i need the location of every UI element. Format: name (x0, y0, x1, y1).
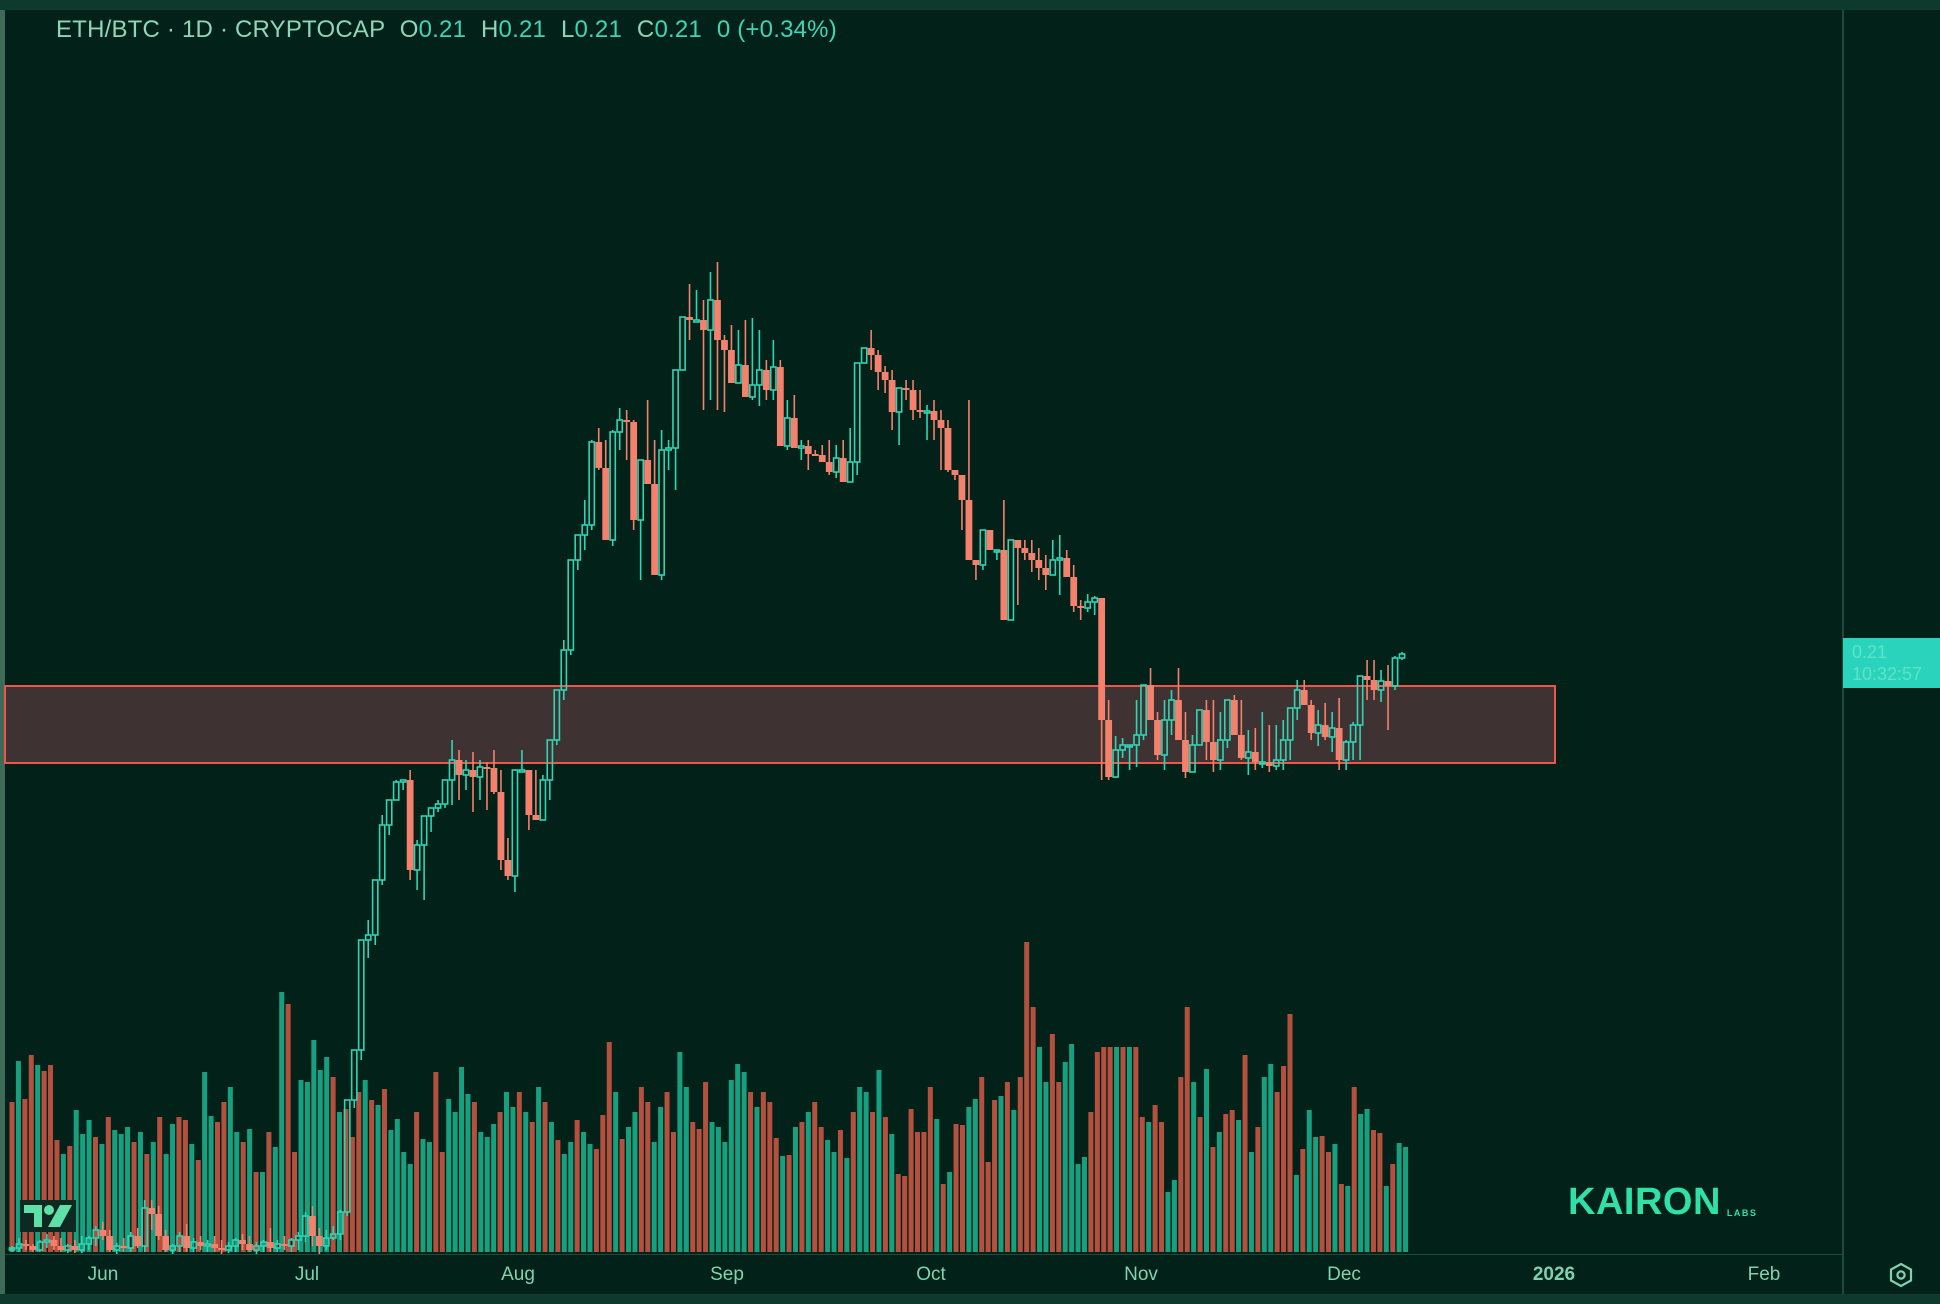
symbol-title[interactable]: ETH/BTC · 1D · CRYPTOCAP (56, 16, 385, 43)
top-bar (0, 0, 1940, 10)
candlestick-chart[interactable] (0, 0, 1842, 1254)
high-label: H (481, 16, 499, 43)
brand-name: KAIRON (1568, 1181, 1721, 1223)
open-label: O (399, 16, 419, 43)
time-label-feb: Feb (1747, 1264, 1781, 1285)
close-label: C (636, 16, 655, 43)
time-axis[interactable]: Jun Jul Aug Sep Oct Nov Dec 2026 Feb (5, 1254, 1842, 1294)
bar-countdown: 10:32:57 (1852, 664, 1923, 684)
time-label-aug: Aug (501, 1264, 535, 1285)
time-label-nov: Nov (1124, 1264, 1158, 1285)
left-edge (0, 10, 5, 1294)
tradingview-logo-icon[interactable] (20, 1200, 76, 1232)
chart-pane[interactable] (5, 10, 1842, 1254)
kairon-labs-watermark: KAIRON LABS (1568, 1182, 1757, 1222)
time-label-2026: 2026 (1532, 1264, 1576, 1285)
time-label-oct: Oct (916, 1264, 946, 1285)
support-zone[interactable] (4, 685, 1556, 764)
time-label-jun: Jun (87, 1264, 119, 1285)
last-price: 0.21 (1852, 642, 1888, 662)
brand-suffix: LABS (1726, 1208, 1758, 1218)
settings-hex-icon[interactable] (1888, 1262, 1914, 1288)
time-label-dec: Dec (1327, 1264, 1361, 1285)
change-value: 0 (+0.34%) (716, 16, 837, 43)
volume-bars (9, 942, 1409, 1252)
open-value: 0.21 (418, 16, 467, 43)
low-label: L (560, 16, 575, 43)
last-price-label: 0.21 10:32:57 (1843, 638, 1940, 688)
bottom-bar (0, 1294, 1940, 1304)
symbol-legend[interactable]: ETH/BTC · 1D · CRYPTOCAP O0.21 H0.21 L0.… (56, 16, 837, 44)
time-label-sep: Sep (710, 1264, 744, 1285)
time-label-jul: Jul (294, 1264, 320, 1285)
close-value: 0.21 (654, 16, 702, 43)
high-value: 0.21 (498, 16, 547, 43)
candles (8, 262, 1406, 1254)
low-value: 0.21 (574, 16, 623, 43)
